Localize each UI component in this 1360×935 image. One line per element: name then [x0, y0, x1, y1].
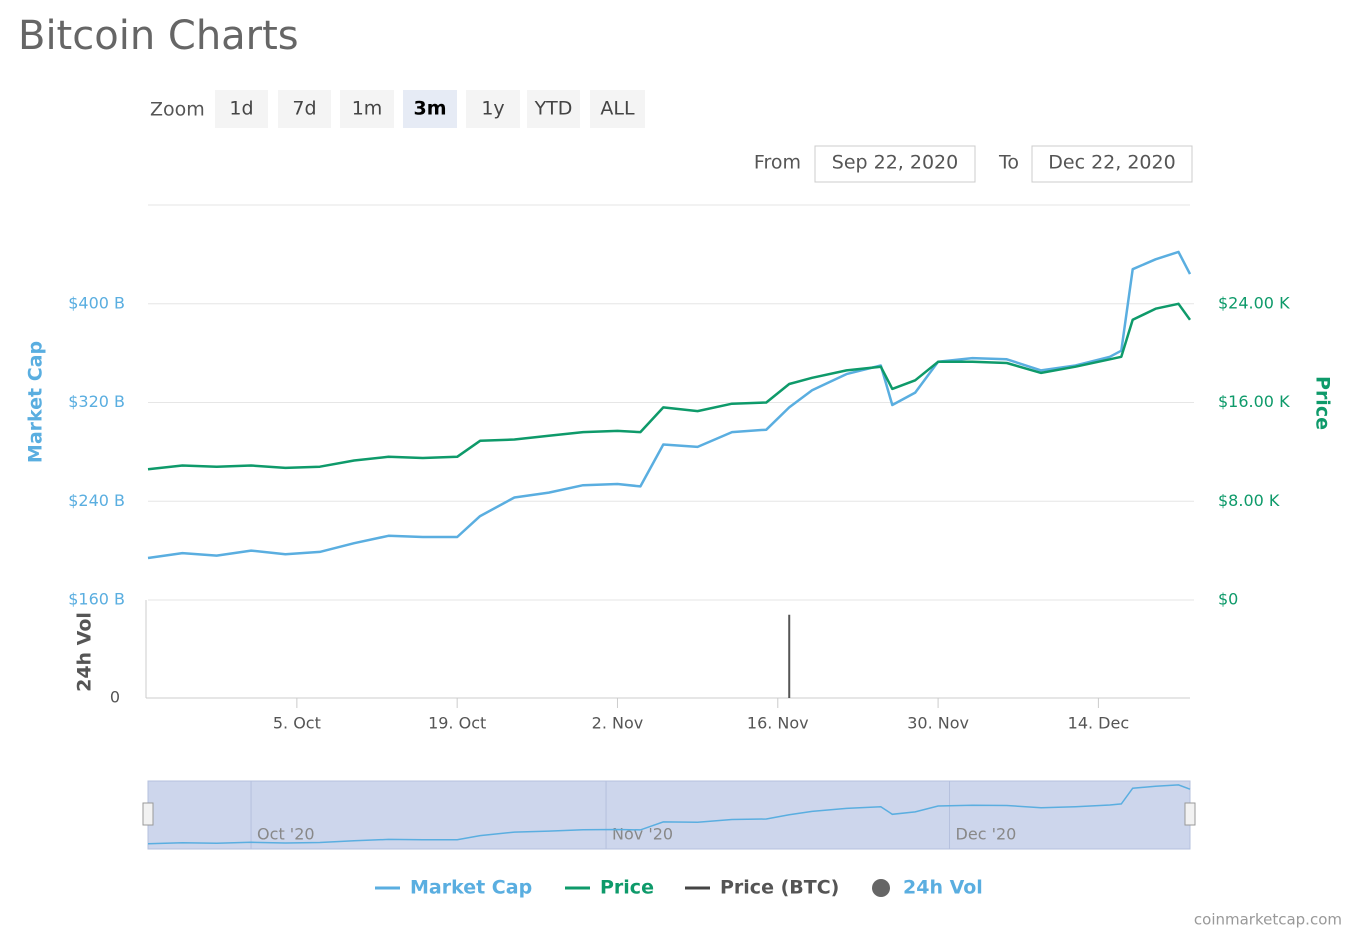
zoom-label: Zoom [150, 99, 205, 121]
x-tick-label: 2. Nov [592, 714, 644, 733]
zoom-button[interactable] [215, 90, 268, 128]
to-input[interactable] [1031, 145, 1193, 183]
from-input[interactable] [814, 145, 976, 183]
y-tick-label: $400 B [68, 293, 125, 312]
legend-label[interactable]: Price (BTC) [720, 877, 839, 899]
zoom-button-label[interactable]: ALL [600, 98, 635, 120]
volume-tick-label: 0 [110, 688, 120, 707]
y-tick-label: $160 B [68, 590, 125, 609]
to-label: To [998, 152, 1019, 174]
y2-axis-title: Price [1312, 376, 1334, 430]
navigator-handle[interactable] [142, 802, 154, 826]
zoom-button-label[interactable]: 1m [352, 98, 383, 120]
y2-tick-label: $24.00 K [1218, 293, 1290, 312]
from-value[interactable]: Sep 22, 2020 [832, 152, 958, 174]
series-line [147, 250, 1192, 560]
zoom-button-label[interactable]: 7d [292, 98, 316, 120]
x-tick-label: 30. Nov [907, 714, 969, 733]
y-tick-label: $240 B [68, 491, 125, 510]
volume-axis-title: 24h Vol [74, 612, 96, 692]
legend-label[interactable]: Price [600, 877, 654, 899]
zoom-button[interactable] [278, 90, 331, 128]
x-tick-label: 5. Oct [273, 714, 321, 733]
x-tick-label: 16. Nov [747, 714, 809, 733]
legend-label[interactable]: 24h Vol [903, 877, 983, 899]
zoom-button-label[interactable]: YTD [534, 98, 573, 120]
y-axis-title: Market Cap [25, 341, 47, 463]
to-value[interactable]: Dec 22, 2020 [1048, 152, 1175, 174]
zoom-button-label[interactable]: 3m [413, 98, 446, 120]
navigator-tick-label: Dec '20 [956, 825, 1017, 844]
navigator-tick-label: Nov '20 [612, 825, 673, 844]
zoom-button[interactable] [466, 90, 520, 128]
x-tick-label: 19. Oct [428, 714, 486, 733]
y2-tick-label: $16.00 K [1218, 392, 1290, 411]
zoom-button[interactable] [340, 90, 394, 128]
y-tick-label: $320 B [68, 392, 125, 411]
legend-label[interactable]: Market Cap [410, 877, 532, 899]
navigator-handle[interactable] [1184, 802, 1196, 826]
x-tick-label: 14. Dec [1068, 714, 1130, 733]
from-label: From [754, 152, 801, 174]
page-title: Bitcoin Charts [18, 13, 299, 59]
navigator-line [147, 784, 1191, 845]
zoom-button[interactable] [590, 90, 645, 128]
navigator-tick-label: Oct '20 [257, 825, 315, 844]
zoom-button-label[interactable]: 1y [481, 98, 504, 120]
y2-tick-label: $0 [1218, 590, 1238, 609]
navigator[interactable] [147, 780, 1191, 850]
credit: coinmarketcap.com [1194, 911, 1342, 929]
series-line [147, 302, 1192, 471]
zoom-button[interactable] [527, 90, 580, 128]
y2-tick-label: $8.00 K [1218, 491, 1280, 510]
zoom-button-label[interactable]: 1d [229, 98, 253, 120]
zoom-button[interactable] [403, 90, 457, 128]
legend-swatch[interactable] [872, 879, 890, 897]
